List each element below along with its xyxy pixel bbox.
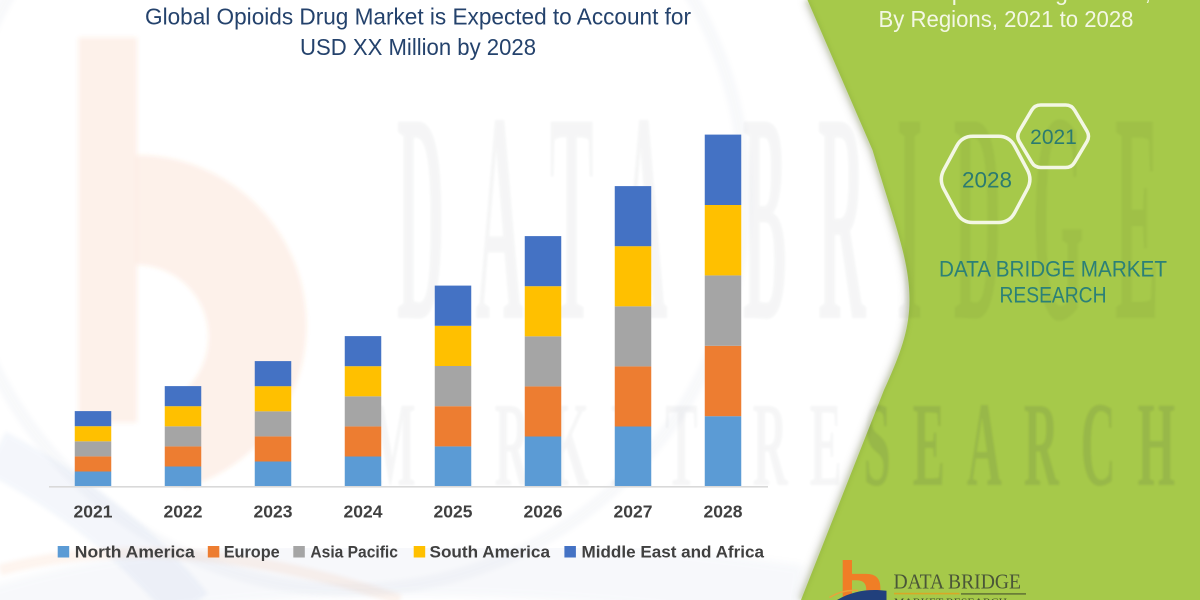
svg-text:2027: 2027 [614,502,653,522]
svg-text:Middle East and Africa: Middle East and Africa [582,544,765,562]
svg-text:Asia Pacific: Asia Pacific [310,544,398,562]
svg-text:Global Opioids Drug Market,: Global Opioids Drug Market, [861,0,1151,5]
svg-text:2025: 2025 [434,502,473,522]
svg-text:MARKET RESEARCH: MARKET RESEARCH [894,598,1007,600]
svg-text:DATA BRIDGE MARKET: DATA BRIDGE MARKET [939,257,1167,282]
svg-text:2022: 2022 [164,502,203,522]
svg-text:2023: 2023 [254,502,293,522]
svg-text:South America: South America [430,544,551,562]
svg-text:North America: North America [75,544,196,562]
svg-text:DATA BRIDGE: DATA BRIDGE [894,569,1022,593]
svg-text:2024: 2024 [344,502,383,522]
svg-text:By Regions, 2021 to 2028: By Regions, 2021 to 2028 [879,6,1134,32]
svg-text:Europe: Europe [224,544,280,562]
svg-text:RESEARCH: RESEARCH [1000,283,1107,308]
svg-text:Global Opioids Drug Market is: Global Opioids Drug Market is Expected t… [145,4,691,30]
svg-text:2021: 2021 [1030,126,1077,149]
svg-text:USD XX Million by 2028: USD XX Million by 2028 [300,34,536,60]
svg-text:2028: 2028 [962,168,1012,193]
svg-text:2026: 2026 [524,502,563,522]
svg-text:2028: 2028 [704,502,743,522]
svg-text:2021: 2021 [74,502,113,522]
